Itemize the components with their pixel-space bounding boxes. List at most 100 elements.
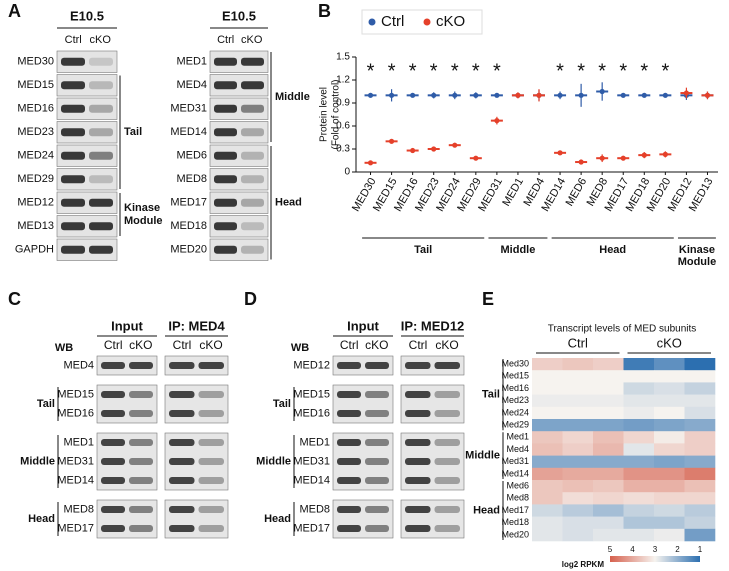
lane-label: cKO bbox=[199, 338, 222, 352]
heatmap-cell bbox=[562, 528, 594, 542]
group-label: Head bbox=[264, 513, 291, 525]
row-label: Med30 bbox=[501, 358, 529, 368]
heatmap-cell bbox=[532, 492, 563, 505]
mean-dot bbox=[388, 138, 395, 144]
heatmap-cell bbox=[623, 504, 655, 517]
heatmap-cell bbox=[593, 480, 624, 493]
mean-dot bbox=[410, 147, 416, 154]
band bbox=[405, 506, 431, 513]
band bbox=[365, 410, 389, 417]
heatmap-cell bbox=[623, 406, 655, 420]
mean-dot bbox=[494, 118, 500, 124]
mean-dot bbox=[473, 92, 479, 98]
heatmap-cell bbox=[532, 528, 563, 542]
row-label: MED1 bbox=[299, 436, 330, 448]
band bbox=[61, 81, 85, 90]
mean-dot bbox=[620, 92, 626, 98]
band bbox=[198, 477, 224, 484]
mean-dot bbox=[641, 152, 647, 158]
mean-dot bbox=[431, 146, 437, 152]
heatmap-cell bbox=[593, 455, 624, 469]
blot-strip bbox=[56, 191, 118, 214]
row-label: MED8 bbox=[63, 503, 94, 515]
column-group-label: cKO bbox=[657, 335, 682, 350]
heatmap-cell bbox=[593, 406, 624, 420]
heatmap-cell bbox=[623, 382, 655, 395]
significance: * bbox=[640, 60, 648, 82]
group-label: Middle bbox=[256, 455, 291, 467]
heatmap-cell bbox=[532, 480, 563, 493]
heatmap-cell bbox=[532, 455, 563, 469]
mean-dot bbox=[536, 92, 542, 98]
band bbox=[198, 410, 224, 417]
band bbox=[214, 81, 237, 90]
mean-dot bbox=[683, 90, 690, 96]
band bbox=[198, 439, 224, 446]
panel-label: C bbox=[8, 289, 21, 309]
panel-label: A bbox=[8, 1, 21, 21]
row-label: Med1 bbox=[506, 432, 529, 442]
panel-label: B bbox=[318, 1, 331, 21]
row-label: MED14 bbox=[293, 474, 330, 486]
blot-header: E10.5 bbox=[222, 8, 256, 23]
heatmap-cell bbox=[562, 394, 594, 408]
band bbox=[405, 477, 431, 484]
heatmap-cell bbox=[562, 431, 594, 444]
heatmap-cell bbox=[593, 382, 624, 395]
band bbox=[101, 525, 125, 532]
heatmap-cell bbox=[623, 467, 655, 481]
heatmap-cell bbox=[562, 516, 594, 530]
row-label: MED1 bbox=[176, 56, 207, 68]
group-label: Middle bbox=[465, 450, 500, 462]
heatmap-cell bbox=[593, 516, 624, 530]
band bbox=[169, 362, 195, 369]
band bbox=[101, 391, 125, 398]
mean-dot bbox=[452, 142, 458, 148]
heatmap-cell bbox=[532, 358, 563, 371]
band bbox=[241, 245, 264, 254]
row-label: MED8 bbox=[299, 503, 330, 515]
blot-strip bbox=[209, 121, 269, 144]
heatmap-cell bbox=[623, 419, 655, 432]
band bbox=[214, 151, 237, 160]
band bbox=[214, 57, 237, 66]
mean-dot bbox=[515, 92, 521, 98]
row-label: MED4 bbox=[176, 79, 207, 91]
band bbox=[241, 222, 264, 231]
band bbox=[169, 458, 195, 465]
significance: * bbox=[619, 60, 627, 82]
heatmap-cell bbox=[623, 455, 655, 469]
blot-strip bbox=[164, 355, 229, 376]
band bbox=[198, 458, 224, 465]
heatmap-cell bbox=[593, 467, 624, 481]
mean-dot bbox=[367, 160, 374, 166]
mean-dot bbox=[494, 92, 500, 98]
blot-strip bbox=[56, 168, 118, 191]
heatmap-cell bbox=[593, 370, 624, 383]
heatmap-cell bbox=[684, 370, 716, 383]
heatmap-cell bbox=[532, 431, 563, 444]
row-label: MED16 bbox=[57, 407, 94, 419]
blot-strip bbox=[96, 355, 158, 376]
blot-strip bbox=[164, 499, 229, 539]
column-header: Input bbox=[347, 318, 379, 333]
heatmap-cell bbox=[654, 394, 685, 408]
group-label: Tail bbox=[482, 389, 500, 401]
band bbox=[241, 175, 264, 184]
band bbox=[434, 439, 460, 446]
heatmap-cell bbox=[684, 394, 716, 408]
lane-label: Ctrl bbox=[173, 338, 192, 352]
band bbox=[169, 391, 195, 398]
row-label: Med14 bbox=[501, 468, 529, 478]
row-label: MED29 bbox=[17, 173, 54, 185]
significance: * bbox=[367, 60, 375, 82]
heatmap-cell bbox=[623, 358, 655, 371]
blot-strip bbox=[56, 144, 118, 167]
blot-strip bbox=[56, 238, 118, 261]
band bbox=[241, 198, 264, 207]
band bbox=[89, 222, 113, 231]
lane-label: Ctrl bbox=[104, 338, 123, 352]
heatmap-cell bbox=[562, 467, 594, 481]
blot-header: E10.5 bbox=[70, 8, 104, 23]
group-label: Tail bbox=[414, 244, 432, 256]
